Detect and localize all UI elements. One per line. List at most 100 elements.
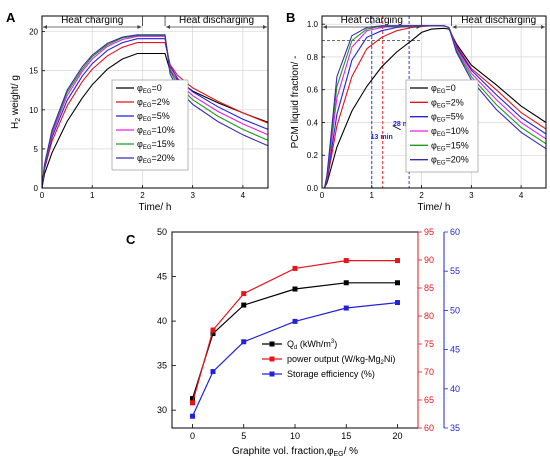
x-tick-label: 15 (341, 431, 351, 441)
legend-label: Storage efficiency (%) (287, 369, 375, 379)
data-point (395, 300, 400, 306)
panel-c-legend: Qd (kWh/m3) power output (W/kg-Mg2Ni) Stor… (262, 339, 395, 379)
x-tick-label: 2 (419, 191, 424, 200)
plot-frame (171, 231, 419, 429)
y-tick-label: 0.6 (307, 86, 319, 95)
series-line (41, 34, 269, 189)
data-point (343, 258, 349, 264)
phase-arrowhead (452, 25, 457, 29)
data-point (292, 286, 298, 292)
panel-b-annotations: Heat charging Heat discharging 13 min 28… (341, 15, 537, 141)
data-point (343, 280, 349, 286)
panel-a-legend: φEG=0 φEG=2% φEG=5% φEG=10% φEG=15% φEG=20% (111, 79, 189, 171)
legend-label: φEG=10% (137, 125, 175, 137)
y-tick-label-red: 60 (424, 423, 434, 433)
legend-marker (269, 341, 275, 347)
y-tick-label: 0.0 (307, 184, 319, 193)
panel-b-letter: B (286, 10, 295, 25)
legend-label: power output (W/kg-Mg2Ni) (287, 354, 395, 366)
panel-b: B 0 1 2 3 4 0.0 0.2 0.4 0.6 0.8 1.0 Heat charging … (286, 10, 547, 213)
series-line (41, 38, 269, 189)
x-tick-label: 5 (241, 431, 246, 441)
series-line (191, 260, 398, 403)
legend-box (405, 79, 479, 173)
y-tick-label-blue: 45 (450, 345, 460, 355)
phase-arrowhead (137, 25, 142, 29)
panel-a-axes: 0 1 2 3 4 0 5 10 15 20 (29, 15, 269, 200)
panel-b-annotation-13min: 13 min (371, 134, 393, 141)
panel-b-legend: φEG=0 φEG=2% φEG=5% φEG=10% φEG=15% φEG=20% (405, 79, 479, 173)
panel-b-annotation-charging: Heat charging (341, 15, 403, 26)
series-line (41, 42, 269, 189)
y-tick-label: 0 (34, 184, 39, 193)
y-tick-label-left: 50 (157, 227, 167, 237)
x-tick-label: 4 (519, 191, 524, 200)
series-line (41, 35, 269, 189)
y-tick-label-blue: 35 (450, 423, 460, 433)
y-tick-label-blue: 55 (450, 266, 460, 276)
phase-arrowhead (416, 25, 421, 29)
legend-label: φEG=20% (431, 155, 469, 167)
panel-a: A 0 1 2 3 4 0 5 10 15 20 Heat charging Heat disch… (6, 10, 269, 213)
y-tick-label-left: 45 (157, 272, 167, 282)
y-tick-label: 15 (29, 67, 38, 76)
y-tick-label: 0.8 (307, 53, 319, 62)
panel-a-ylabel: H2 weight/ g (10, 75, 22, 129)
data-point (241, 339, 247, 345)
series-line (191, 302, 398, 417)
panel-a-letter: A (6, 10, 16, 25)
x-tick-label: 0 (320, 191, 325, 200)
legend-label: Qd (kWh/m3) (287, 339, 337, 351)
panel-a-annotation-charging: Heat charging (61, 15, 123, 26)
y-tick-label-left: 35 (157, 361, 167, 371)
legend-label: φEG=2% (137, 97, 170, 109)
x-tick-label: 4 (241, 191, 246, 200)
y-tick-label-red: 65 (424, 395, 434, 405)
legend-label: φEG=10% (431, 126, 469, 138)
y-tick-label: 0.4 (307, 118, 319, 127)
panel-c-axes: 0 5 10 15 20 30 35 40 45 50 60 65 70 75 80 85 90 95 35 40 45… (157, 227, 460, 441)
legend-marker (269, 356, 275, 362)
x-tick-label: 3 (190, 191, 195, 200)
data-point (190, 396, 195, 402)
y-tick-label-blue: 50 (450, 305, 460, 315)
x-tick-label: 1 (370, 191, 375, 200)
y-tick-label: 10 (29, 106, 38, 115)
panel-b-annotation-discharging: Heat discharging (461, 15, 536, 26)
panel-c-series (190, 258, 400, 419)
y-tick-label-red: 80 (424, 311, 434, 321)
y-tick-label: 1.0 (307, 20, 319, 29)
legend-label: φEG=15% (431, 140, 469, 152)
series-line (41, 52, 269, 189)
y-tick-label: 5 (34, 145, 39, 154)
y-tick-label-left: 30 (157, 405, 167, 415)
x-tick-label: 0 (190, 431, 195, 441)
y-tick-label-blue: 40 (450, 384, 460, 394)
panel-a-series (41, 34, 269, 189)
y-tick-label-red: 95 (424, 227, 434, 237)
panel-c: C 0 5 10 15 20 30 35 40 45 50 60 65 70 75 80 85 90 95 35 40… (126, 227, 460, 458)
series-line (322, 27, 547, 189)
plot-frame (41, 15, 269, 189)
panel-a-annotation-discharging: Heat discharging (179, 15, 254, 26)
data-point (210, 327, 216, 333)
series-line (191, 282, 398, 399)
y-tick-label-left: 40 (157, 316, 167, 326)
data-point (190, 400, 195, 406)
y-tick-label: 20 (29, 28, 38, 37)
legend-label: φEG=5% (431, 112, 464, 124)
panel-a-xlabel: Time/ h (139, 202, 172, 213)
y-tick-label: 0.2 (307, 151, 319, 160)
panel-c-letter: C (126, 232, 136, 247)
series-line (41, 34, 269, 189)
legend-label: φEG=15% (137, 139, 175, 151)
data-point (241, 291, 247, 297)
legend-label: φEG=2% (431, 97, 464, 109)
panel-a-annotations: Heat charging Heat discharging (61, 15, 254, 26)
data-point (292, 265, 298, 271)
y-tick-label-red: 75 (424, 339, 434, 349)
panel-b-annotation-28min: 28 min (393, 121, 415, 128)
data-point (292, 318, 298, 324)
y-tick-label-red: 90 (424, 255, 434, 265)
